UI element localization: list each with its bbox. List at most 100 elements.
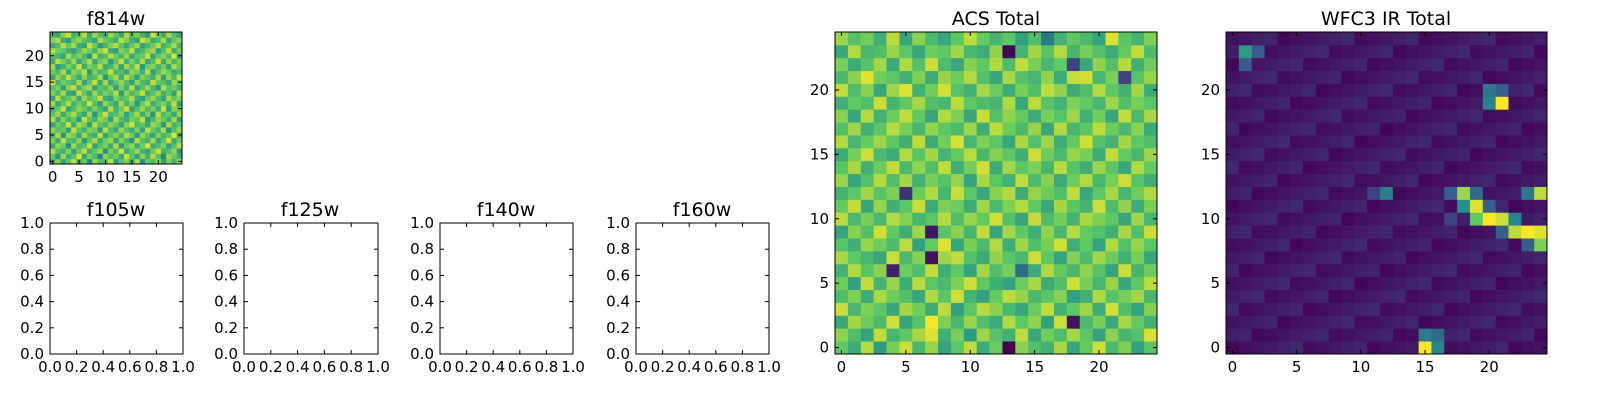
ytick-label-acs-total-0: 0 xyxy=(819,339,829,357)
heatmap-cell-wfc3-ir-total-13-6 xyxy=(1392,263,1407,278)
heatmap-cell-acs-total-16-10 xyxy=(1041,212,1055,226)
heatmap-cell-acs-total-23-20 xyxy=(1131,83,1145,97)
heatmap-cell-f814w-11-2 xyxy=(108,148,114,154)
heatmap-cell-f814w-16-1 xyxy=(134,153,141,160)
heatmap-cell-wfc3-ir-total-18-19 xyxy=(1457,96,1471,110)
heatmap-cell-wfc3-ir-total-9-23 xyxy=(1341,44,1355,59)
heatmap-cell-acs-total-12-21 xyxy=(989,70,1003,84)
heatmap-cell-acs-total-20-6 xyxy=(1092,263,1106,278)
panel-f105w: f105w 0.0 0.2 0.4 0.6 0.8 1.00.00.20.40.60.81… xyxy=(20,199,195,376)
xtick-label-acs-total-0: 0 xyxy=(837,358,847,376)
axes-frame-f160w xyxy=(635,222,770,355)
heatmap-cell-f814w-16-24 xyxy=(134,32,141,38)
heatmap-cell-f814w-17-6 xyxy=(139,127,146,133)
heatmap-cell-acs-total-15-18 xyxy=(1028,109,1042,123)
heatmap-cell-acs-total-1-18 xyxy=(847,109,862,123)
heatmap-cell-acs-total-9-20 xyxy=(950,83,965,97)
heatmap-cell-f814w-23-24 xyxy=(171,32,178,38)
heatmap-cell-wfc3-ir-total-23-20 xyxy=(1521,83,1535,97)
heatmap-cell-wfc3-ir-total-3-3 xyxy=(1264,302,1278,316)
heatmap-cell-f814w-21-19 xyxy=(160,58,167,65)
heatmap-cell-f814w-22-2 xyxy=(166,148,172,154)
heatmap-cell-wfc3-ir-total-21-17 xyxy=(1495,122,1509,136)
heatmap-cell-wfc3-ir-total-11-15 xyxy=(1367,147,1381,162)
ytick-label-wfc3-ir-total-2: 10 xyxy=(1201,210,1220,228)
heatmap-cell-wfc3-ir-total-23-24 xyxy=(1521,32,1535,46)
heatmap-cell-f814w-18-1 xyxy=(145,153,151,160)
panel-f160w: f160w 0.0 0.2 0.4 0.6 0.8 1.00.00.20.40.60.81… xyxy=(606,199,781,376)
heatmap-cell-wfc3-ir-total-24-19 xyxy=(1534,96,1548,110)
heatmap-cell-f814w-14-2 xyxy=(123,148,130,154)
heatmap-cell-wfc3-ir-total-5-21 xyxy=(1290,70,1304,84)
heatmap-cell-acs-total-17-10 xyxy=(1053,212,1068,226)
heatmap-cell-wfc3-ir-total-0-11 xyxy=(1226,199,1240,213)
heatmap-cell-wfc3-ir-total-22-5 xyxy=(1508,276,1522,290)
heatmap-cell-f814w-23-20 xyxy=(171,53,178,59)
heatmap-cell-f814w-12-6 xyxy=(113,127,120,133)
heatmap-cell-acs-total-9-11 xyxy=(950,199,965,213)
heatmap-cell-f814w-1-5 xyxy=(55,132,61,138)
heatmap-cell-f814w-19-5 xyxy=(150,132,156,138)
heatmap-cell-wfc3-ir-total-13-0 xyxy=(1392,341,1407,355)
heatmap-cell-f814w-4-23 xyxy=(71,37,77,43)
heatmap-cell-wfc3-ir-total-6-11 xyxy=(1303,199,1317,213)
heatmap-cell-acs-total-10-3 xyxy=(963,302,978,316)
heatmap-cell-f814w-4-0 xyxy=(71,158,77,165)
xtick-label-f125w-2: 0.4 xyxy=(286,358,310,376)
heatmap-cell-wfc3-ir-total-22-2 xyxy=(1508,315,1522,329)
heatmap-cell-f814w-10-9 xyxy=(102,111,109,117)
heatmap-cell-acs-total-14-12 xyxy=(1015,186,1029,200)
ytick-label-f140w-1: 0.2 xyxy=(410,319,434,337)
heatmap-cell-acs-total-1-3 xyxy=(847,302,862,316)
heatmap-cell-wfc3-ir-total-8-11 xyxy=(1328,199,1342,213)
heatmap-cell-wfc3-ir-total-16-17 xyxy=(1431,122,1445,136)
heatmap-cell-f814w-6-21 xyxy=(81,47,88,54)
heatmap-cell-f814w-8-3 xyxy=(92,142,98,149)
heatmap-cell-acs-total-12-12 xyxy=(989,186,1003,200)
heatmap-cell-acs-total-5-17 xyxy=(899,122,913,136)
heatmap-cell-f814w-18-19 xyxy=(145,58,151,65)
heatmap-cell-f814w-1-22 xyxy=(55,42,61,49)
heatmap-cell-wfc3-ir-total-6-6 xyxy=(1303,263,1317,278)
heatmap-cell-f814w-18-15 xyxy=(145,79,151,86)
heatmap-cell-acs-total-17-13 xyxy=(1053,173,1068,187)
heatmap-cell-f814w-6-3 xyxy=(81,142,88,149)
heatmap-cell-f814w-14-16 xyxy=(123,74,130,80)
heatmap-cell-wfc3-ir-total-5-4 xyxy=(1290,289,1304,303)
heatmap-cell-f814w-19-11 xyxy=(150,100,156,107)
heatmap-cell-acs-total-24-24 xyxy=(1144,32,1158,46)
heatmap-cell-wfc3-ir-total-20-21 xyxy=(1482,70,1497,84)
xtick-label-f814w-0: 0 xyxy=(48,168,58,186)
heatmap-cell-acs-total-17-8 xyxy=(1053,238,1068,252)
heatmap-cell-wfc3-ir-total-12-1 xyxy=(1380,328,1394,342)
heatmap-cell-f814w-20-20 xyxy=(155,53,162,59)
heatmap-cell-wfc3-ir-total-12-19 xyxy=(1380,96,1394,110)
heatmap-cell-f814w-19-15 xyxy=(150,79,156,86)
heatmap-cell-acs-total-4-2 xyxy=(886,315,900,329)
heatmap-cell-f814w-0-2 xyxy=(50,148,56,154)
heatmap-cell-wfc3-ir-total-14-8 xyxy=(1405,238,1419,252)
heatmap-cell-f814w-21-21 xyxy=(160,47,167,54)
heatmap-cell-f814w-20-3 xyxy=(155,142,162,149)
heatmap-cell-f814w-6-22 xyxy=(81,42,88,49)
ytick-label-f160w-0: 0.0 xyxy=(606,345,630,363)
heatmap-cell-acs-total-17-18 xyxy=(1053,109,1068,123)
heatmap-cell-acs-total-24-12 xyxy=(1144,186,1158,200)
heatmap-cell-f814w-10-5 xyxy=(102,132,109,138)
heatmap-cell-wfc3-ir-total-20-13 xyxy=(1482,173,1497,187)
heatmap-cell-acs-total-8-19 xyxy=(938,96,952,110)
heatmap-cell-wfc3-ir-total-6-21 xyxy=(1303,70,1317,84)
heatmap-cell-f814w-20-12 xyxy=(155,95,162,102)
heatmap-cell-f814w-24-23 xyxy=(176,37,183,43)
heatmap-cell-acs-total-20-22 xyxy=(1092,57,1106,72)
heatmap-cell-f814w-16-21 xyxy=(134,47,141,54)
heatmap-cell-wfc3-ir-total-19-5 xyxy=(1469,276,1484,290)
heatmap-cell-f814w-11-22 xyxy=(108,42,114,49)
heatmap-cell-acs-total-22-24 xyxy=(1118,32,1132,46)
heatmap-cell-acs-total-14-21 xyxy=(1015,70,1029,84)
heatmap-cell-acs-total-11-2 xyxy=(976,315,990,329)
xtick-label-f814w-4: 20 xyxy=(149,168,168,186)
heatmap-cell-f814w-5-8 xyxy=(76,116,83,123)
heatmap-cell-wfc3-ir-total-19-24 xyxy=(1469,32,1484,46)
heatmap-cell-acs-total-17-23 xyxy=(1053,44,1068,59)
